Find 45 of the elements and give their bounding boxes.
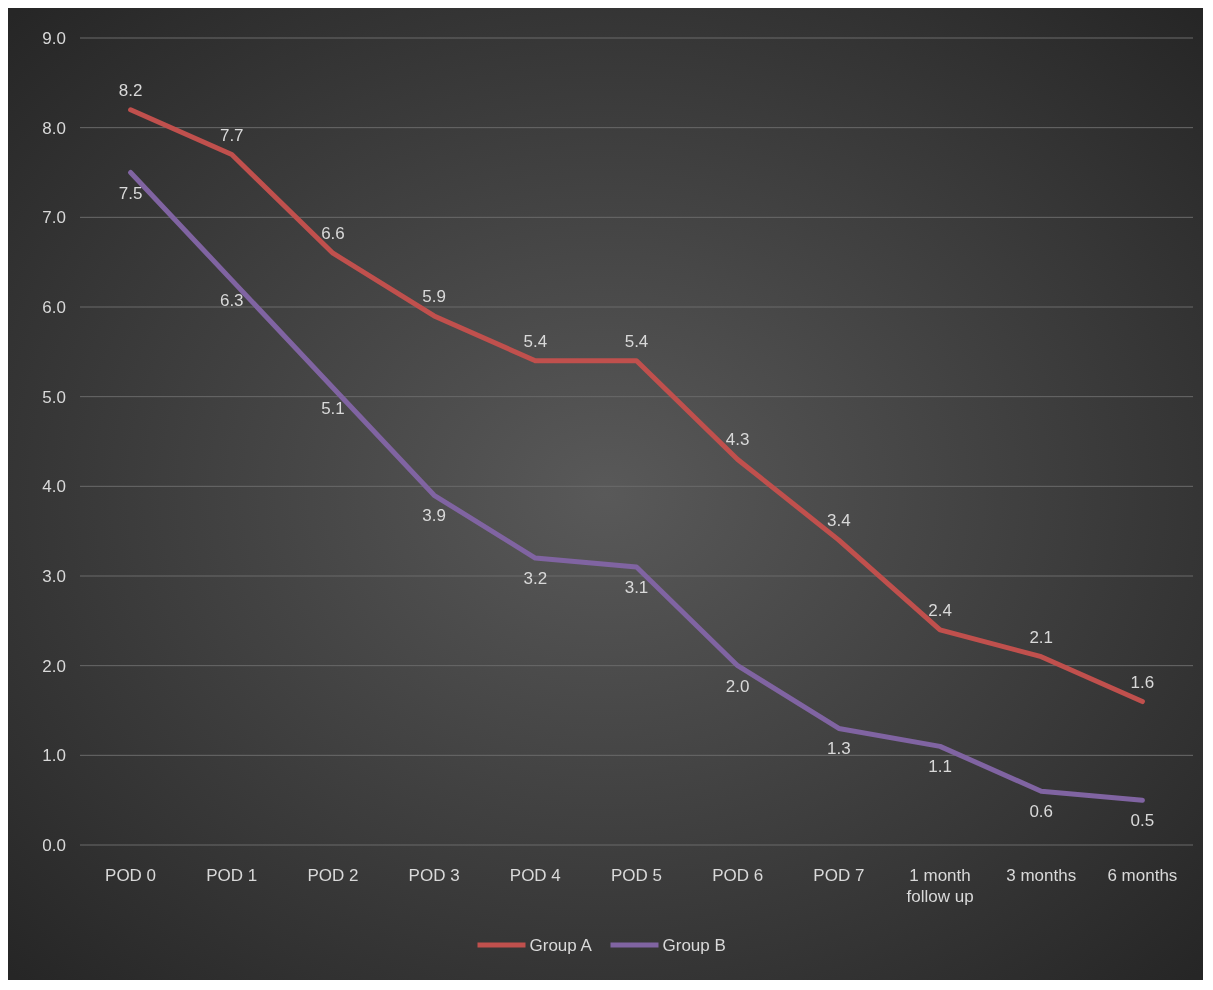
data-label: 1.1 [928,757,952,777]
data-label: 3.4 [827,511,851,531]
x-tick-label: POD 4 [509,866,561,885]
y-tick-label: 9.0 [42,29,66,48]
data-label: 3.9 [422,506,446,526]
data-label: 6.6 [321,224,345,244]
data-label: 3.2 [523,569,548,589]
y-tick-label: 1.0 [42,746,66,766]
legend-label: Group B [662,936,726,955]
y-tick-label: 4.0 [42,477,66,497]
data-label: 4.3 [725,430,750,450]
data-label: 6.3 [219,291,244,311]
x-tick-label: 1 month follow up [906,866,974,906]
data-label: 7.5 [118,183,143,203]
data-label: 5.4 [523,331,548,351]
data-label: 1.6 [1130,672,1155,692]
y-tick-label: 7.0 [42,208,66,228]
data-label: 8.2 [118,80,143,100]
data-label: 1.3 [827,739,851,759]
data-label: 0.5 [1130,811,1155,831]
x-tick-label: POD 3 [408,866,460,885]
legend-label: Group A [529,936,593,955]
y-tick-label: 6.0 [42,298,66,317]
data-label: 2.0 [725,676,750,696]
y-tick-label: 0.0 [42,836,66,855]
y-tick-label: 8.0 [42,118,66,138]
data-label: 5.9 [422,286,446,306]
x-tick-label: 6 months [1107,866,1178,885]
x-tick-label: 3 months [1006,866,1077,885]
x-tick-label: POD 6 [712,866,764,885]
data-label: 3.1 [624,578,649,598]
data-label: 5.1 [321,398,345,418]
y-tick-label: 5.0 [42,387,66,407]
x-tick-label: POD 7 [813,866,865,885]
data-label: 0.6 [1029,802,1054,822]
y-tick-label: 3.0 [42,567,66,586]
x-tick-label: POD 5 [610,866,663,885]
data-label: 7.7 [219,125,244,145]
x-tick-label: POD 1 [206,866,258,885]
y-tick-label: 2.0 [42,656,66,676]
data-label: 5.4 [624,331,649,351]
data-label: 2.4 [928,600,952,620]
data-label: 2.1 [1029,627,1054,647]
x-tick-label: POD 2 [307,866,359,885]
x-tick-label: POD 0 [105,866,157,885]
